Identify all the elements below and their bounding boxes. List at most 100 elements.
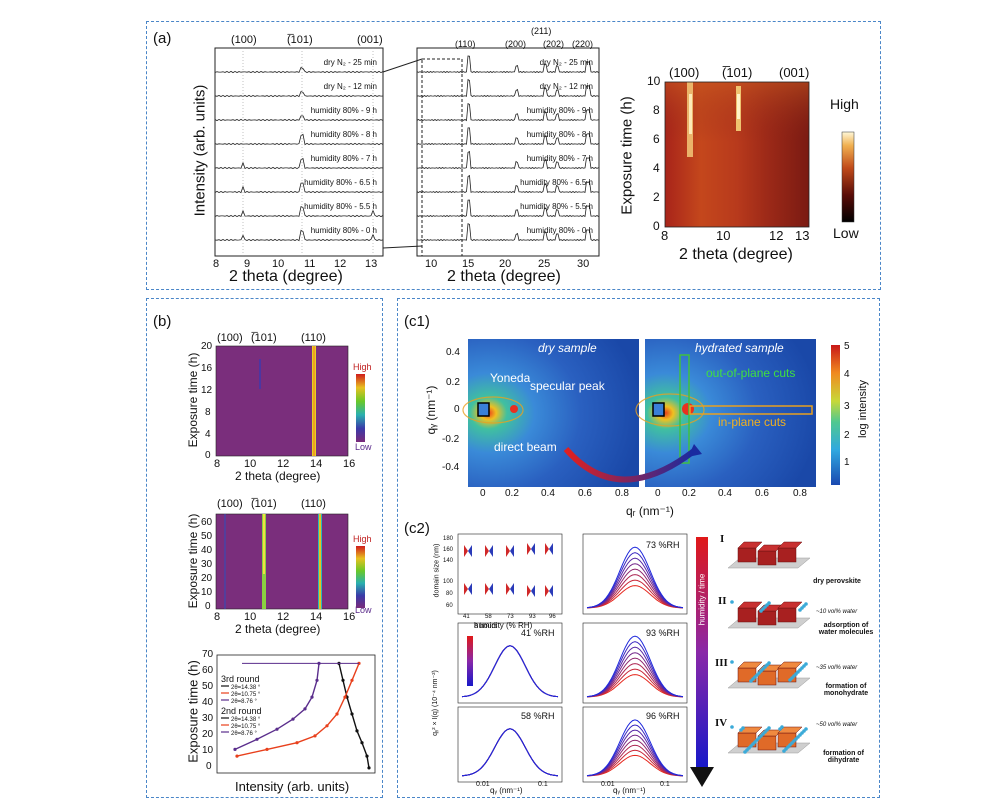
c2-domain-marker — [527, 543, 531, 555]
panel-c1-label: (c1) — [404, 313, 430, 330]
a-heat-ytick: 4 — [653, 161, 660, 175]
c2-curve — [586, 744, 684, 777]
b1-ytick: 12 — [201, 385, 213, 396]
c2-curve — [586, 579, 684, 609]
a-mid-trace — [416, 199, 599, 218]
a-left-peak-101: (̅101) — [287, 34, 313, 46]
b-line-series — [234, 663, 320, 751]
c1-ytick: 0 — [454, 404, 460, 415]
a-heat-ylabel: Exposure time (h) — [618, 96, 636, 215]
c2-domain-marker — [545, 585, 549, 597]
water-molecule-icon — [749, 679, 753, 683]
b-line-point — [365, 754, 369, 758]
c1-yoneda: Yoneda — [490, 371, 531, 385]
perovskite-crystal-icon — [737, 547, 757, 563]
a-left-trace — [214, 157, 384, 170]
b-line-point — [265, 747, 269, 751]
b-line-point — [275, 727, 279, 731]
c2-domain-marker — [468, 545, 472, 557]
c2-domain-marker — [506, 545, 510, 557]
water-molecule-icon — [730, 660, 734, 664]
b-line-point — [350, 678, 354, 682]
b2-ytick: 0 — [205, 601, 211, 612]
b2-peak: (110) — [301, 498, 326, 510]
a-mid-xtick: 25 — [538, 258, 551, 270]
perovskite-crystal-icon — [737, 661, 763, 669]
a-heat-ytick: 6 — [653, 132, 660, 146]
perovskite-crystal-icon — [757, 550, 777, 566]
water-molecule-icon — [739, 728, 743, 732]
c2-curve-label-93: 93 %RH — [646, 628, 680, 638]
a-mid-trace — [416, 102, 599, 122]
a-mid-trace — [416, 174, 599, 194]
a-mid-peak: (202) — [543, 39, 565, 49]
b1-xtick: 14 — [310, 458, 323, 470]
b2-ytick: 20 — [201, 573, 213, 584]
a-cbar-low: Low — [833, 225, 859, 241]
b1-ytick: 16 — [201, 363, 213, 374]
a-mid-trace-label: humidity 80% - 0 h — [526, 226, 593, 235]
perovskite-crystal-icon — [737, 601, 763, 609]
c2-domain-ytick: 180 — [443, 536, 454, 542]
b3-legend-item: 2θ=14.38 ° — [231, 685, 261, 691]
b-line-point — [295, 741, 299, 745]
b2-xtick: 8 — [214, 611, 221, 623]
c2-domain-marker — [489, 545, 493, 557]
c2-curve — [586, 635, 684, 698]
c2-curve-ylabel: qᵧ² × I(q) (10⁻⁴ nm⁻²) — [432, 670, 439, 736]
c2-domain-marker — [464, 545, 468, 557]
c2-curve — [586, 739, 684, 777]
b2-peak: (100) — [217, 498, 243, 510]
c2-domain-marker — [506, 583, 510, 595]
c2-domain-marker — [485, 583, 489, 595]
b-line-point — [313, 734, 317, 738]
b3-ytick: 60 — [202, 665, 214, 676]
a-left-trace-label: humidity 80% - 9 h — [310, 106, 377, 115]
b2-ytick: 40 — [201, 545, 213, 556]
a-heat-peak: (̅101) — [722, 65, 753, 80]
b1-xtick: 10 — [244, 458, 257, 470]
c2-domain-xtick: 73 — [507, 614, 514, 620]
perovskite-crystal-icon — [777, 547, 797, 563]
c2-xtick: 0.01 — [476, 781, 490, 788]
a-heat-xtick: 10 — [716, 228, 731, 243]
stage-num: IV — [715, 717, 728, 729]
a-ylabel: Intensity (arb. units) — [191, 84, 209, 217]
c2-curve-label-73: 73 %RH — [646, 540, 680, 550]
b2-peak: (̅101) — [251, 498, 277, 510]
b3-ytick: 70 — [202, 649, 214, 660]
b1-peak: (110) — [301, 332, 326, 344]
a-mid-trace — [416, 223, 599, 242]
c1-xtick: 0.8 — [615, 488, 629, 499]
c1-xtick: 0 — [480, 488, 486, 499]
a-heat-peak: (100) — [669, 65, 700, 80]
a-left-peak-001: (001) — [357, 34, 383, 46]
c1-xlabel: qᵣ (nm⁻¹) — [626, 504, 674, 518]
a-left-trace-label: humidity 80% - 7 h — [310, 154, 377, 163]
c2-curve — [586, 652, 684, 698]
stage-note: ~50 vol% water — [816, 722, 858, 728]
c2-curve — [461, 645, 559, 698]
b3-ytick: 40 — [202, 697, 214, 708]
b1-xlabel: 2 theta (degree) — [235, 469, 321, 483]
b1-peak: (100) — [217, 332, 243, 344]
b1-xtick: 16 — [343, 458, 356, 470]
a-mid-trace-label: humidity 80% - 9 h — [526, 106, 593, 115]
c1-hydrated-label: hydrated sample — [695, 341, 784, 355]
c2-arrow-label: humidity / time — [697, 573, 707, 626]
c2-domain-ytick: 60 — [446, 603, 453, 609]
c2-curve — [586, 557, 684, 609]
c1-cbar-tick: 5 — [844, 341, 850, 352]
c1-dry-label: dry sample — [538, 341, 597, 355]
c1-xtick: 0.4 — [541, 488, 555, 499]
a-left-xtick: 9 — [244, 258, 251, 270]
stage-note: ~10 vol% water — [816, 609, 858, 615]
c2-domain-marker — [468, 583, 472, 595]
c2-curve — [461, 728, 559, 777]
c2-domain-xtick: 58 — [485, 614, 492, 620]
c2-domain-marker — [549, 585, 553, 597]
perovskite-crystal-icon — [777, 607, 797, 623]
a-heat-peak: (001) — [779, 65, 810, 80]
a-mid-peak: (110) — [455, 39, 476, 49]
stage-title: dry perovskite — [813, 578, 861, 585]
